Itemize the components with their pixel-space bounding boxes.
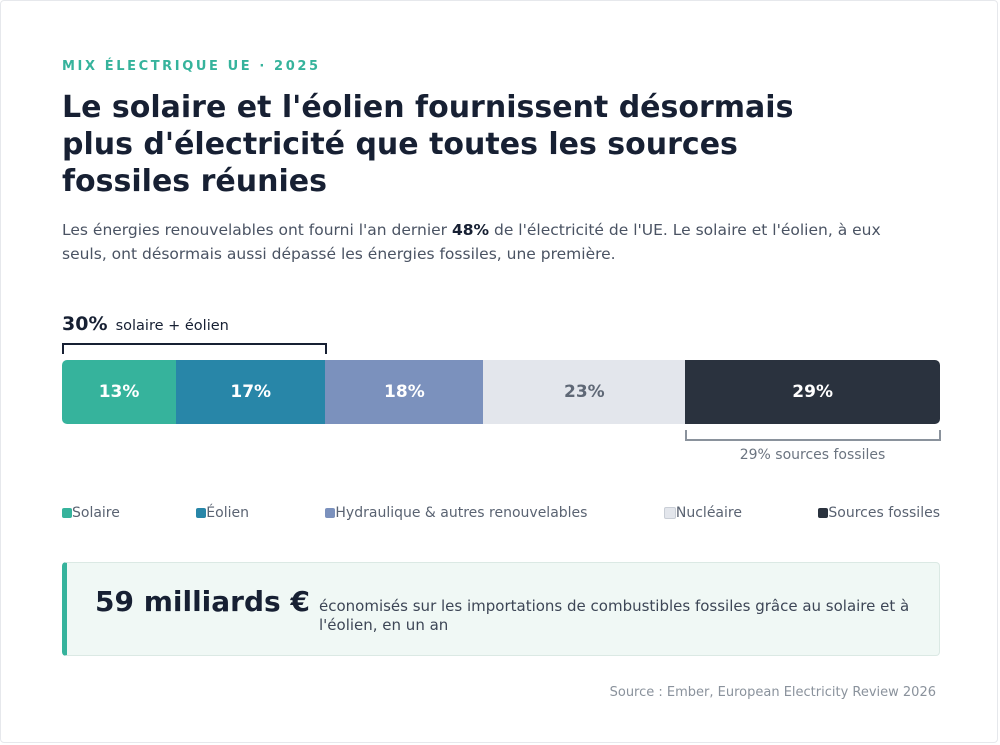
savings-callout: 59 milliards € économisés sur les import… xyxy=(62,562,940,656)
legend-item: Éolien xyxy=(196,505,249,521)
bar-segment-1: 17% xyxy=(176,360,326,424)
bar-segment-0: 13% xyxy=(62,360,177,424)
callout-text: économisés sur les importations de combu… xyxy=(319,597,910,634)
bar-segment-label: 23% xyxy=(564,382,605,402)
fossil-annotation: 29% sources fossiles xyxy=(739,447,886,463)
solar-wind-bracket xyxy=(62,343,327,354)
eyebrow-label: MIX ÉLECTRIQUE UE · 2025 xyxy=(62,59,321,74)
fossil-bracket xyxy=(685,430,941,441)
bar-segment-3: 23% xyxy=(483,360,686,424)
legend-swatch xyxy=(62,508,72,518)
bar-segment-label: 17% xyxy=(230,382,272,402)
legend-item: Sources fossiles xyxy=(818,505,940,521)
legend-label: Éolien xyxy=(206,505,249,521)
legend-item: Solaire xyxy=(62,505,120,521)
legend-item: Hydraulique & autres renouvelables xyxy=(325,505,587,521)
solar-wind-label: solaire + éolien xyxy=(115,318,229,334)
subtitle-text-start: Les énergies renouvelables ont fourni l'… xyxy=(62,221,452,239)
chart-title: Le solaire et l'éolien fournissent désor… xyxy=(62,90,794,199)
solar-wind-annotation: 30% solaire + éolien xyxy=(62,313,229,335)
legend-swatch xyxy=(818,508,829,518)
callout-value: 59 milliards € xyxy=(95,585,310,618)
bar-segment-label: 13% xyxy=(98,382,140,402)
chart-subtitle: Les énergies renouvelables ont fourni l'… xyxy=(62,218,892,266)
legend-label: Solaire xyxy=(72,505,120,521)
bar-segment-2: 18% xyxy=(325,360,484,424)
bar-segment-4: 29% xyxy=(685,360,940,424)
legend-label: Nucléaire xyxy=(675,505,742,521)
legend-label: Sources fossiles xyxy=(828,505,940,521)
bar-segment-label: 29% xyxy=(792,382,833,402)
source-note: Source : Ember, European Electricity Rev… xyxy=(609,685,936,700)
subtitle-highlight: 48% xyxy=(451,221,490,239)
bar-segment-label: 18% xyxy=(384,382,425,402)
solar-wind-value: 30% xyxy=(62,313,108,335)
legend-item: Nucléaire xyxy=(663,505,742,521)
subtitle-text-end: de l'électricité de l'UE. Le solaire et … xyxy=(62,221,881,263)
legend-swatch xyxy=(663,507,676,519)
legend-swatch xyxy=(325,508,336,518)
legend-label: Hydraulique & autres renouvelables xyxy=(335,505,588,521)
stacked-bar: 13% 17% 18% 23% 29% xyxy=(62,360,940,424)
legend-swatch xyxy=(196,508,207,518)
legend: Solaire Éolien Hydraulique & autres renouv… xyxy=(62,505,940,521)
